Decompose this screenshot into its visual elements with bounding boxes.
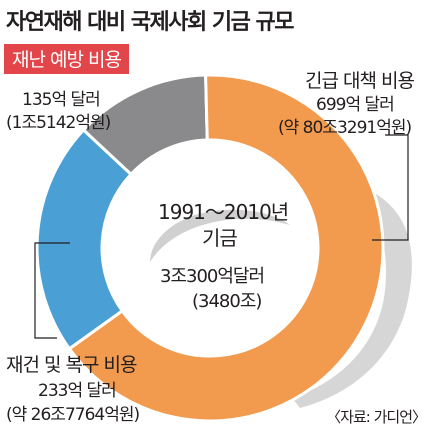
slice-label-prevention: 재난 예방 비용 [4, 44, 129, 74]
center-label: 기금 [202, 226, 238, 250]
donut-shadow [292, 182, 412, 408]
donut-slice-reconstruction [35, 127, 134, 351]
slice-won-reconstruction: (약 26조7764억원) [6, 405, 140, 425]
slice-won-prevention: (1조5142억원) [6, 113, 111, 133]
slice-value-prevention: 135억 달러 [22, 90, 101, 110]
slice-value-emergency: 699억 달러 [316, 95, 395, 115]
chart-title: 자연재해 대비 국제사회 기금 규모 [6, 10, 295, 35]
slice-label-emergency: 긴급 대책 비용 [305, 70, 415, 92]
donut-slice-emergency [67, 73, 385, 423]
center-period: 1991～2010년 [158, 200, 289, 224]
leader-line-reconstruction [34, 242, 70, 339]
leader-line-emergency [372, 134, 409, 241]
slice-won-emergency: (약 80조3291억원) [278, 118, 412, 138]
center-total: 3조300억달러 [160, 266, 265, 287]
slice-value-reconstruction: 233억 달러 [38, 381, 117, 401]
donut-inner-sheen [150, 209, 290, 262]
slice-label-reconstruction: 재건 및 복구 비용 [6, 354, 137, 376]
source-note: 〈자료: 가디언〉 [326, 408, 427, 426]
center-total-won: (3480조) [192, 291, 262, 312]
